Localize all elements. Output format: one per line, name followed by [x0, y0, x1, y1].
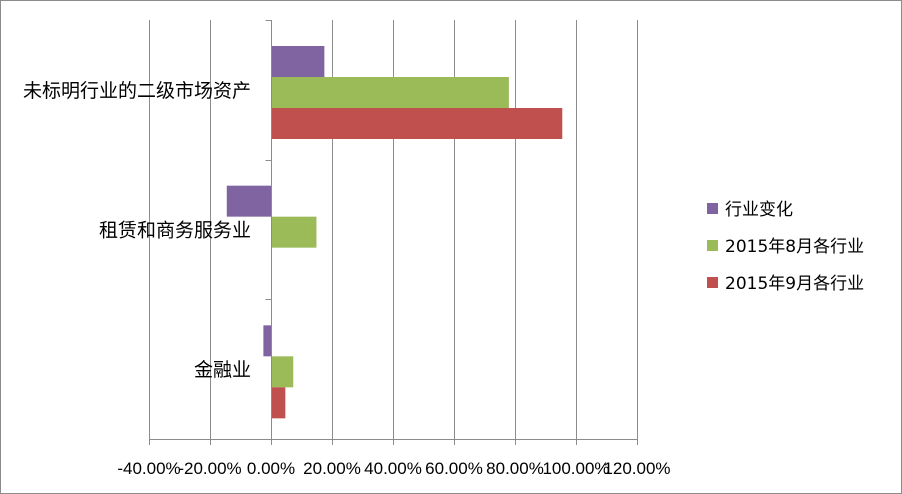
legend: 行业变化 2015年8月各行业 2015年9月各行业 — [707, 200, 864, 294]
legend-swatch-0 — [707, 203, 718, 214]
category-label-2: 金融业 — [194, 359, 251, 381]
legend-swatch-1 — [707, 240, 718, 251]
bar-1-0 — [226, 185, 271, 217]
x-tick-label-1: -20.00% — [178, 459, 241, 478]
legend-label-2: 2015年9月各行业 — [725, 274, 864, 294]
category-label-0: 未标明行业的二级市场资产 — [23, 80, 251, 102]
x-tick-label-4: 40.00% — [364, 459, 422, 478]
bar-2-0 — [263, 325, 271, 357]
legend-label-0: 行业变化 — [725, 200, 793, 220]
x-tick-label-3: 20.00% — [303, 459, 361, 478]
bar-2-1 — [271, 356, 294, 388]
bar-1-1 — [271, 216, 317, 248]
x-tick-label-5: 60.00% — [425, 459, 483, 478]
axes — [149, 20, 638, 445]
legend-swatch-2 — [707, 277, 718, 288]
legend-label-1: 2015年8月各行业 — [725, 237, 864, 257]
x-tick-label-7: 100.00% — [542, 459, 609, 478]
category-label-1: 租赁和商务服务业 — [99, 220, 251, 242]
bar-0-2 — [271, 108, 563, 139]
bar-0-1 — [271, 77, 509, 108]
x-tick-label-0: -40.00% — [117, 459, 180, 478]
x-tick-labels: -40.00%-20.00% 0.00% 20.00% 40.00% 60.00% 80.… — [117, 459, 670, 478]
x-tick-label-6: 80.00% — [486, 459, 544, 478]
bar-0-0 — [271, 46, 325, 77]
bars — [226, 46, 563, 419]
x-tick-label-2: 0.00% — [247, 459, 295, 478]
x-tick-label-8: 120.00% — [603, 459, 670, 478]
bar-2-2 — [271, 387, 286, 419]
